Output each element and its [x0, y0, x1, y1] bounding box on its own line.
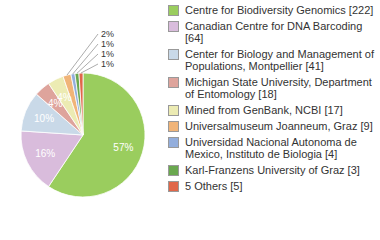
svg-text:1%: 1%: [101, 39, 114, 49]
html-text:Mined from GenBank, NCBI [17]: Mined from GenBank, NCBI [17]: [185, 104, 343, 116]
html-text:Center for Biology and Managem: Center for Biology and Management of Pop…: [185, 48, 374, 72]
svg-text:16%: 16%: [35, 148, 55, 159]
html-text:Karl-Franzens University of Gr: Karl-Franzens University of Graz [3]: [185, 164, 360, 176]
svg-text:2%: 2%: [101, 29, 114, 39]
html-text:Universidad Nacional Autonoma: Universidad Nacional Autonoma de Mexico,…: [185, 136, 357, 160]
svg-text:1%: 1%: [101, 59, 114, 69]
html-text:Canadian Centre for DNA Barcod: Canadian Centre for DNA Barcoding [64]: [185, 20, 363, 44]
svg-text:57%: 57%: [113, 142, 133, 153]
html-text:5 Others [5]: 5 Others [5]: [185, 180, 243, 192]
svg-text:4%: 4%: [48, 97, 63, 109]
svg-text:10%: 10%: [34, 113, 54, 124]
svg-text:1%: 1%: [101, 49, 114, 59]
html-text:Michigan State University, Dep: Michigan State University, Department of…: [185, 76, 372, 100]
html-text:Centre for Biodiversity Genomi: Centre for Biodiversity Genomics [222]: [185, 4, 374, 16]
svg-text:4%: 4%: [57, 92, 72, 103]
html-text:Universalmuseum Joanneum, Graz: Universalmuseum Joanneum, Graz [9]: [185, 120, 373, 132]
